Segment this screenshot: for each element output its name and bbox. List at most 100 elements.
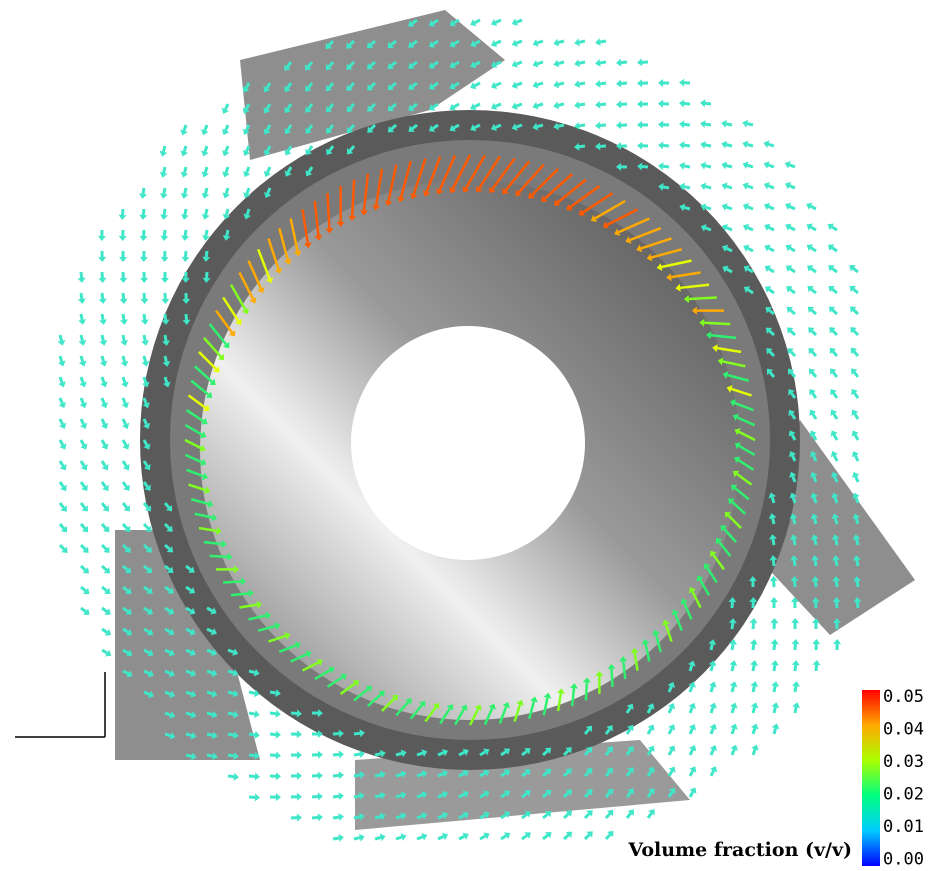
arrow xyxy=(616,80,627,88)
arrow-head xyxy=(139,214,147,219)
arrow-shaft xyxy=(207,755,213,756)
arrow-shaft xyxy=(832,248,837,251)
arrow-shaft xyxy=(375,816,381,818)
arrow-shaft xyxy=(854,372,858,377)
arrow xyxy=(78,293,86,304)
arrow-shaft xyxy=(836,581,837,587)
arrow-head xyxy=(792,681,800,687)
arrow xyxy=(98,230,106,241)
arrow xyxy=(58,377,66,387)
arrow xyxy=(181,209,189,220)
arrow-shaft xyxy=(81,461,84,466)
arrow-shaft xyxy=(834,435,837,440)
arrow-shaft xyxy=(144,377,146,383)
arrow-head xyxy=(637,100,642,108)
arrow xyxy=(851,389,858,398)
arrow-shaft xyxy=(102,461,105,466)
arrow xyxy=(141,314,149,325)
arrow-shaft xyxy=(165,692,171,694)
arrow-shaft xyxy=(811,269,816,272)
arrow xyxy=(122,419,129,429)
arrow-head xyxy=(254,710,260,718)
arrow-shaft xyxy=(774,665,775,671)
arrow-head xyxy=(700,120,706,128)
arrow-shaft xyxy=(835,476,837,482)
arrow xyxy=(270,731,281,739)
arrow xyxy=(270,793,281,801)
arrow xyxy=(742,120,753,128)
arrow-shaft xyxy=(123,503,127,508)
arrow-shaft xyxy=(249,713,255,714)
arrow-shaft xyxy=(228,776,234,777)
arrow xyxy=(792,660,800,671)
arrow xyxy=(512,81,522,89)
arrow-shaft xyxy=(438,837,443,839)
arrow-head xyxy=(98,236,106,241)
arrow-head xyxy=(616,121,621,129)
arrow-shaft xyxy=(333,796,339,797)
arrow-shaft xyxy=(516,62,522,64)
arrow xyxy=(851,410,858,419)
arrow xyxy=(60,482,67,491)
arrow-shaft xyxy=(475,83,480,86)
arrow xyxy=(606,810,613,818)
arrow-head xyxy=(616,80,621,88)
arrow-shaft xyxy=(815,581,816,587)
arrow xyxy=(787,307,795,314)
arrow xyxy=(222,167,230,177)
arrow-shaft xyxy=(184,146,186,152)
arrow-shaft xyxy=(207,671,213,673)
arrow xyxy=(791,639,799,650)
arrow xyxy=(850,327,858,335)
arrow-shaft xyxy=(123,293,124,299)
arrow xyxy=(512,18,522,25)
arrow xyxy=(851,368,858,377)
arrow-shaft xyxy=(606,814,610,818)
arrow-shaft xyxy=(684,145,690,146)
arrow-shaft xyxy=(790,269,795,272)
arrow-shaft xyxy=(354,838,360,839)
arrow-shaft xyxy=(81,335,82,341)
arrow xyxy=(721,141,732,149)
arrow-head xyxy=(637,121,642,129)
arrow xyxy=(765,286,774,293)
arrow xyxy=(438,833,448,840)
arrow xyxy=(809,410,816,419)
arrow-shaft xyxy=(857,602,858,608)
arrow-head xyxy=(700,99,705,107)
arrow xyxy=(553,39,564,47)
arrow-shaft xyxy=(205,125,207,131)
arrow-shaft xyxy=(60,545,64,549)
arrow-shaft xyxy=(600,62,606,63)
arrow xyxy=(792,681,800,692)
arrow-shaft xyxy=(102,524,106,528)
arrow-head xyxy=(140,278,148,283)
arrow-head xyxy=(99,298,107,303)
arrow xyxy=(333,834,344,842)
arrow-shaft xyxy=(228,671,234,673)
arrow-head xyxy=(595,101,600,109)
arrow-shaft xyxy=(226,125,228,130)
arrow-head xyxy=(78,319,86,325)
arrow-shaft xyxy=(164,209,165,215)
arrow xyxy=(243,167,250,177)
arrow xyxy=(80,419,87,429)
arrow-shaft xyxy=(247,209,249,215)
arrow xyxy=(512,39,522,46)
arrow-shaft xyxy=(585,814,589,818)
arrow-shaft xyxy=(774,707,775,713)
arrow-shaft xyxy=(102,398,104,404)
arrow-shaft xyxy=(836,560,837,566)
arrow xyxy=(59,398,66,408)
arrow xyxy=(785,224,795,231)
arrow-head xyxy=(791,639,799,644)
arrow xyxy=(201,146,209,156)
arrow-head xyxy=(99,319,107,325)
arrow xyxy=(139,188,147,199)
arrow xyxy=(98,251,106,262)
arrow-shaft xyxy=(793,476,795,482)
arrow-shaft xyxy=(354,796,360,797)
arrow-shaft xyxy=(81,314,82,320)
arrow xyxy=(140,230,148,241)
arrow-shaft xyxy=(855,414,858,419)
